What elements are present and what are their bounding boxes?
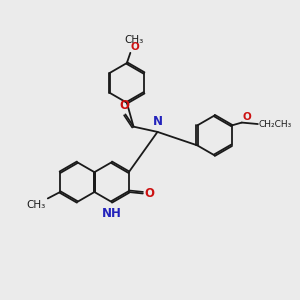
Text: O: O xyxy=(119,99,129,112)
Text: CH₃: CH₃ xyxy=(26,200,46,210)
Text: O: O xyxy=(144,187,154,200)
Text: CH₂CH₃: CH₂CH₃ xyxy=(259,119,292,128)
Text: CH₃: CH₃ xyxy=(124,35,143,45)
Text: NH: NH xyxy=(102,207,122,220)
Text: O: O xyxy=(131,42,140,52)
Text: N: N xyxy=(153,115,164,128)
Text: O: O xyxy=(243,112,251,122)
